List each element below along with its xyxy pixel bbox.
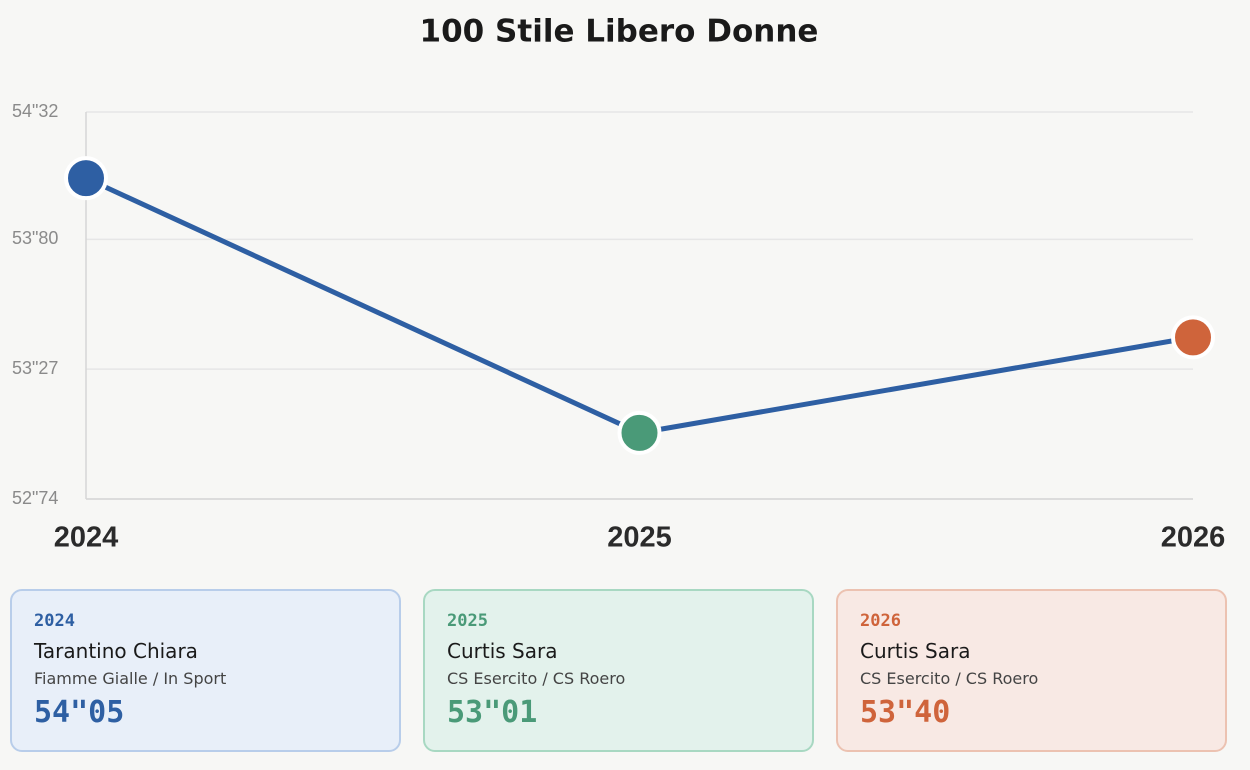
card-club: Fiamme Gialle / In Sport <box>34 669 227 688</box>
y-tick-label: 53"80 <box>12 228 58 248</box>
card-club: CS Esercito / CS Roero <box>860 669 1039 688</box>
card-year: 2024 <box>34 611 75 631</box>
record-card: 2024 Tarantino Chiara Fiamme Gialle / In S… <box>10 589 401 752</box>
card-time: 53"01 <box>447 695 538 730</box>
card-time: 54"05 <box>34 695 125 730</box>
x-tick-label: 2024 <box>54 522 119 554</box>
record-card: 2025 Curtis Sara CS Esercito / CS Roero 53"… <box>423 589 814 752</box>
card-athlete: Tarantino Chiara <box>34 639 198 663</box>
point <box>617 410 662 455</box>
chart-title: 100 Stile Libero Donne <box>420 14 819 50</box>
point <box>1171 315 1215 360</box>
record-card: 2026 Curtis Sara CS Esercito / CS Roero 53"… <box>836 589 1227 752</box>
y-tick-label: 53"27 <box>12 358 58 378</box>
card-year: 2025 <box>447 611 488 631</box>
line <box>84 175 1194 436</box>
y-tick-label: 52"74 <box>12 488 58 508</box>
card-club: CS Esercito / CS Roero <box>447 669 626 688</box>
x-tick-label: 2025 <box>607 522 672 554</box>
chart: 100 Stile Libero Donne 52"74 53"27 53"80 54… <box>12 14 1226 554</box>
card-time: 53"40 <box>860 695 951 730</box>
x-tick-label: 2026 <box>1161 522 1226 554</box>
card-athlete: Curtis Sara <box>447 639 558 663</box>
point <box>64 156 108 201</box>
y-tick-label: 54"32 <box>12 101 58 121</box>
card-year: 2026 <box>860 611 901 631</box>
card-athlete: Curtis Sara <box>860 639 971 663</box>
